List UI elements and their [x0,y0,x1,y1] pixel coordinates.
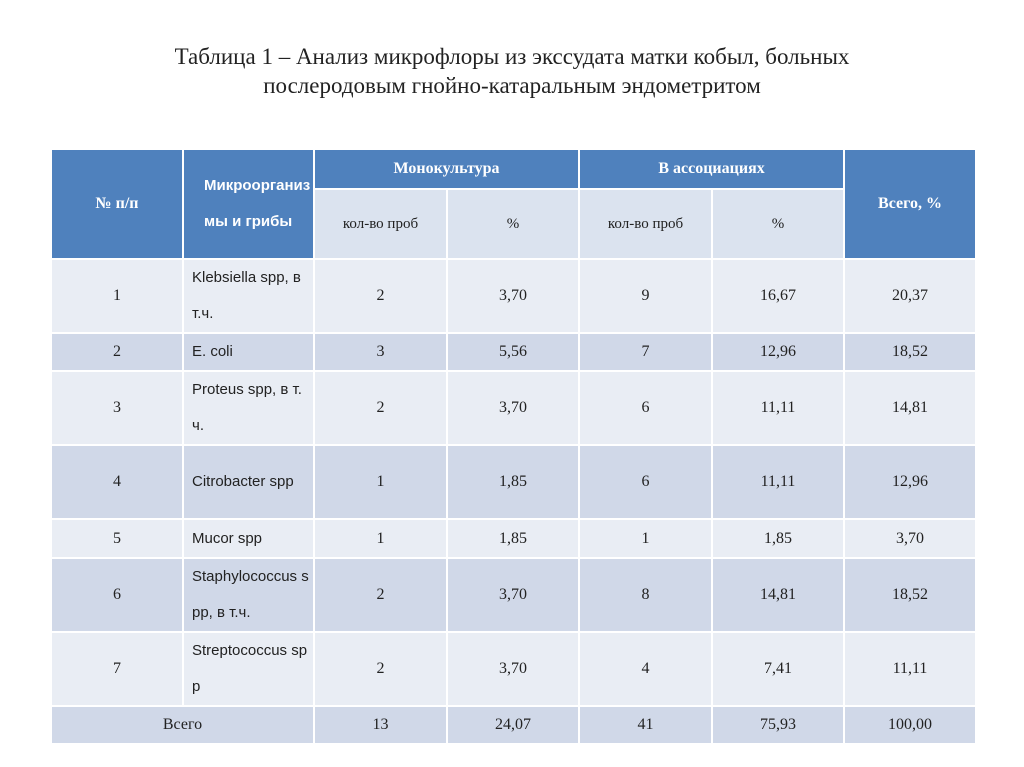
table-cell: 1 [313,444,448,520]
table-cell: 14,81 [843,370,978,446]
table-cell: 1 [578,518,714,559]
table-row: 3 Proteus spp, в т.ч. 2 3,70 6 11,11 14,81 [50,370,978,446]
total-cell: 13 [313,705,448,745]
table-cell: 3,70 [445,557,581,633]
table-cell: 7 [50,631,184,707]
table-cell: 12,96 [843,444,978,520]
table-row: 2 E. coli 3 5,56 7 12,96 18,52 [50,332,978,372]
table-cell: 12,96 [711,332,846,372]
table-cell: 3 [313,332,448,372]
header-cell: Всего, % [843,148,978,260]
subheader-cell: кол-во проб [578,188,714,260]
total-cell: 100,00 [843,705,978,745]
table-cell: 7,41 [711,631,846,707]
table-row: 1 Klebsiella spp, в т.ч. 2 3,70 9 16,67 20,37 [50,258,978,334]
table-cell: 3 [50,370,184,446]
table-cell: 1 [313,518,448,559]
table-cell: 2 [313,258,448,334]
title: Таблица 1 – Анализ микрофлоры из экссуда… [0,42,1024,100]
total-cell: Всего [50,705,315,745]
title-line: Таблица 1 – Анализ микрофлоры из экссуда… [174,44,850,69]
table-cell: Staphylococcus spp, в т.ч. [182,557,315,633]
table-cell: 8 [578,557,714,633]
table-cell: Klebsiella spp, в т.ч. [182,258,315,334]
data-table: № п/п Микроорганизмы и грибы Монокультура В… [50,148,978,745]
table-cell: 9 [578,258,714,334]
table-row: 7 Streptococcus spp 2 3,70 4 7,41 11,11 [50,631,978,707]
table-cell: 2 [313,370,448,446]
total-cell: 75,93 [711,705,846,745]
table-cell: 1,85 [445,444,581,520]
total-row: Всего 13 24,07 41 75,93 100,00 [50,705,978,745]
table-cell: Mucor spp [182,518,315,559]
table-cell: 14,81 [711,557,846,633]
table-cell: 18,52 [843,557,978,633]
table-cell: 16,67 [711,258,846,334]
header-cell: Микроорганизмы и грибы [182,148,315,260]
table-cell: 3,70 [445,258,581,334]
table-cell: 11,11 [843,631,978,707]
subheader-row: кол-во проб% кол-во проб% [51,188,976,260]
subheader-cell: кол-во проб [313,188,448,260]
title-line: послеродовым гнойно-катаральным эндометр… [263,73,761,98]
subheader-cell: % [445,188,581,260]
table-cell: 5 [50,518,184,559]
table-row: 5 Mucor spp 1 1,85 1 1,85 3,70 [50,518,978,559]
table-row: 6 Staphylococcus spp, в т.ч. 2 3,70 8 14,81 18… [50,557,978,633]
table-cell: 5,56 [445,332,581,372]
table-cell: Proteus spp, в т.ч. [182,370,315,446]
table-cell: 7 [578,332,714,372]
table-cell: 4 [578,631,714,707]
total-cell: 41 [578,705,714,745]
header-cell: № п/п [50,148,184,260]
table-cell: 2 [50,332,184,372]
table-cell: 11,11 [711,444,846,520]
table-cell: 1,85 [445,518,581,559]
table-cell: 3,70 [445,370,581,446]
table-cell: E. coli [182,332,315,372]
table-cell: 6 [50,557,184,633]
table-cell: 2 [313,557,448,633]
subheader-cell: % [711,188,846,260]
table-cell: 2 [313,631,448,707]
table-row: 4 Citrobacter spp 1 1,85 6 11,11 12,96 [50,444,978,520]
header-cell: Монокультура [312,148,581,190]
table-cell: 18,52 [843,332,978,372]
table-cell: 11,11 [711,370,846,446]
table-cell: 3,70 [843,518,978,559]
table-cell: 20,37 [843,258,978,334]
table-cell: 1 [50,258,184,334]
table-cell: 6 [578,444,714,520]
table-cell: 6 [578,370,714,446]
table-cell: Citrobacter spp [182,444,315,520]
header-row: № п/п Микроорганизмы и грибы Монокультура В… [50,148,978,260]
total-cell: 24,07 [445,705,581,745]
table-cell: 3,70 [445,631,581,707]
header-cell: В ассоциациях [578,148,846,190]
table-cell: 1,85 [711,518,846,559]
table-cell: Streptococcus spp [182,631,315,707]
table-cell: 4 [50,444,184,520]
